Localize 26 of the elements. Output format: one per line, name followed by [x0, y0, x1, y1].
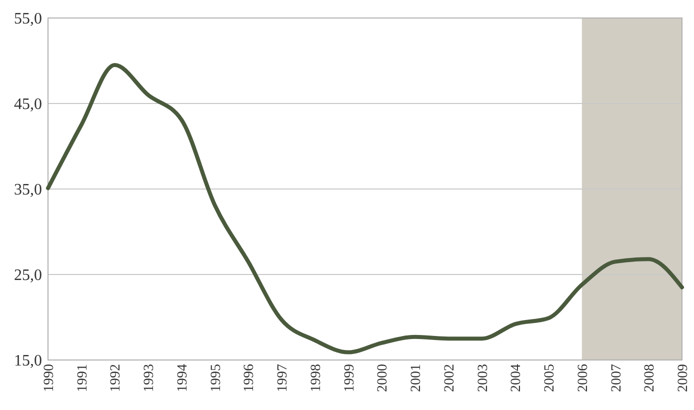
- x-tick-label: 1995: [208, 364, 224, 392]
- x-tick-label: 1998: [308, 364, 324, 392]
- x-tick-label: 1996: [242, 364, 258, 392]
- x-tick-label: 2000: [376, 364, 391, 392]
- x-tick-label: 1994: [175, 364, 190, 392]
- x-tick-label: 2002: [442, 364, 458, 392]
- x-tick-label: 2007: [609, 364, 624, 392]
- x-tick-label: 2009: [676, 364, 691, 392]
- x-tick-label: 1997: [276, 364, 291, 392]
- x-tick-label: 2006: [576, 364, 591, 392]
- x-tick-label: 1999: [342, 364, 358, 392]
- y-tick-label: 15,0: [14, 352, 42, 370]
- y-tick-label: 45,0: [14, 96, 42, 114]
- x-tick-label: 1992: [108, 364, 124, 392]
- y-tick-label: 25,0: [14, 267, 42, 284]
- line-series: [46, 63, 684, 354]
- x-tick-label: 1990: [42, 364, 57, 392]
- x-tick-label: 1993: [142, 364, 158, 392]
- y-tick-label: 55,0: [14, 10, 42, 28]
- x-tick-label: 1991: [75, 364, 90, 392]
- x-tick-label: 2003: [476, 364, 491, 392]
- y-tick-label: 35,0: [14, 182, 42, 199]
- x-tick-label: 2008: [642, 364, 658, 392]
- x-tick-label: 2005: [542, 364, 558, 392]
- x-tick-label: 2004: [509, 364, 524, 392]
- x-tick-label: 2001: [409, 364, 424, 392]
